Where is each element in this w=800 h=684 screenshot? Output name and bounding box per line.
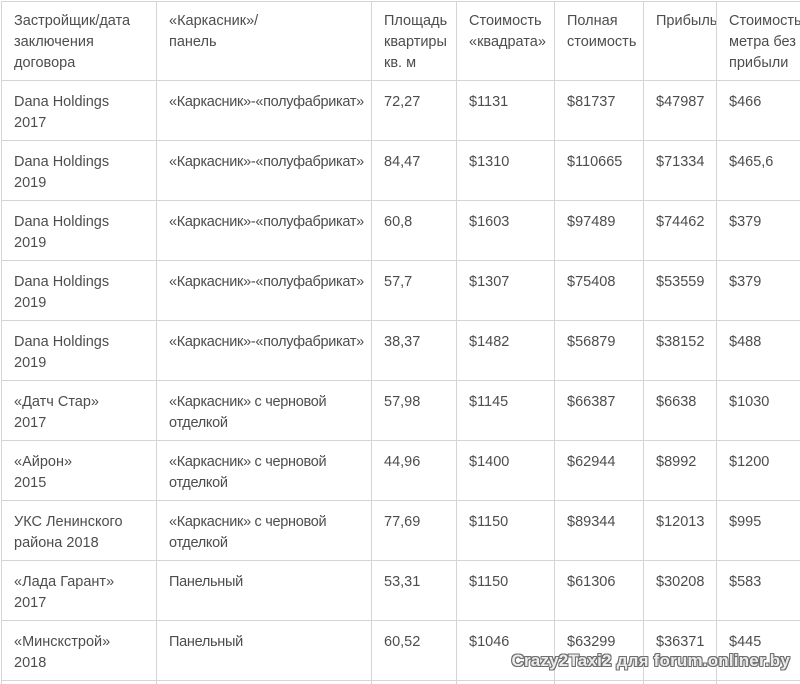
cell-area: 60,52 [371,620,457,681]
table-row: VivaInvest 2019 Панельный 44 $1109 $4880… [1,680,800,684]
table-row: Dana Holdings 2019 «Каркасник»-«полуфабр… [1,320,800,381]
cell-full-price: $61306 [554,560,644,621]
table-row: «Датч Стар» 2017 «Каркасник» с черновой … [1,380,800,441]
cell-profit: $71334 [643,140,717,201]
cell-area: 57,98 [371,380,457,441]
cell-profit: $6638 [643,380,717,441]
column-header-area: Площадь квартиры кв. м [371,1,457,81]
column-header-developer: Застройщик/дата заключения договора [1,1,157,81]
cell-price-no-profit: $583 [716,560,800,621]
cell-type: Панельный [156,680,372,684]
cell-developer: Dana Holdings 2019 [1,260,157,321]
cell-profit: $12013 [643,500,717,561]
cell-type: «Каркасник» с черновой отделкой [156,440,372,501]
cell-area: 53,31 [371,560,457,621]
cell-developer: Dana Holdings 2019 [1,320,157,381]
cell-area: 44,96 [371,440,457,501]
cell-developer: VivaInvest 2019 [1,680,157,684]
cell-profit: $36371 [643,620,717,681]
cell-price-per-m2: $1150 [456,500,555,561]
table-row: «Айрон» 2015 «Каркасник» с черновой отде… [1,440,800,501]
cell-price-per-m2: $1603 [456,200,555,261]
cell-type: «Каркасник»-«полуфабрикат» [156,80,372,141]
cell-type: «Каркасник» с черновой отделкой [156,500,372,561]
cell-price-per-m2: $1131 [456,80,555,141]
cell-profit: $47987 [643,80,717,141]
column-header-profit: Прибыль [643,1,717,81]
cell-price-per-m2: $1150 [456,560,555,621]
cell-price-per-m2: $1400 [456,440,555,501]
column-header-price-per-m2: Стоимость «квадрата» [456,1,555,81]
column-header-type: «Каркасник»/ панель [156,1,372,81]
cell-full-price: $75408 [554,260,644,321]
cell-price-per-m2: $1310 [456,140,555,201]
cell-price-no-profit: $563 [716,680,800,684]
cell-area: 60,8 [371,200,457,261]
table-row: «Лада Гарант» 2017 Панельный 53,31 $1150… [1,560,800,621]
cell-developer: Dana Holdings 2019 [1,200,157,261]
cell-type: Панельный [156,560,372,621]
cell-price-no-profit: $379 [716,260,800,321]
cell-area: 57,7 [371,260,457,321]
cell-price-per-m2: $1145 [456,380,555,441]
table-row: Dana Holdings 2017 «Каркасник»-«полуфабр… [1,80,800,141]
cell-price-no-profit: $445 [716,620,800,681]
cell-type: «Каркасник»-«полуфабрикат» [156,260,372,321]
cell-profit: $8992 [643,440,717,501]
cell-price-per-m2: $1307 [456,260,555,321]
cell-full-price: $97489 [554,200,644,261]
cell-profit: $30208 [643,560,717,621]
cell-price-no-profit: $465,6 [716,140,800,201]
cell-type: «Каркасник»-«полуфабрикат» [156,200,372,261]
cell-profit: $38152 [643,320,717,381]
cell-price-no-profit: $379 [716,200,800,261]
column-header-full-price: Полная стоимость [554,1,644,81]
watermark: Crazy2Taxi2 для forum.onliner.by [511,651,790,670]
cell-full-price: $110665 [554,140,644,201]
cell-type: «Каркасник»-«полуфабрикат» [156,320,372,381]
cell-area: 38,37 [371,320,457,381]
cell-price-per-m2: $1482 [456,320,555,381]
cell-type: Панельный [156,620,372,681]
cell-full-price: $89344 [554,500,644,561]
cell-type: «Каркасник»-«полуфабрикат» [156,140,372,201]
table-row: УКС Ленинского района 2018 «Каркасник» с… [1,500,800,561]
cell-profit: $53559 [643,260,717,321]
cell-developer: Dana Holdings 2017 [1,80,157,141]
cell-price-per-m2: $1109 [456,680,555,684]
cell-full-price: $66387 [554,380,644,441]
cell-price-no-profit: $488 [716,320,800,381]
cell-developer: Dana Holdings 2019 [1,140,157,201]
cell-price-per-m2: $1046 [456,620,555,681]
cell-price-no-profit: $1030 [716,380,800,441]
cell-price-no-profit: $1200 [716,440,800,501]
table-row: Dana Holdings 2019 «Каркасник»-«полуфабр… [1,140,800,201]
cell-profit: $74462 [643,200,717,261]
cell-area: 84,47 [371,140,457,201]
cell-price-no-profit: $995 [716,500,800,561]
cell-full-price: $62944 [554,440,644,501]
table-row: Dana Holdings 2019 «Каркасник»-«полуфабр… [1,200,800,261]
cell-developer: «Лада Гарант» 2017 [1,560,157,621]
cell-area: 44 [371,680,457,684]
table-row: Dana Holdings 2019 «Каркасник»-«полуфабр… [1,260,800,321]
cell-developer: «Датч Стар» 2017 [1,380,157,441]
cell-full-price: $48808 [554,680,644,684]
column-header-price-no-profit: Стоимость метра без прибыли [716,1,800,81]
cell-area: 72,27 [371,80,457,141]
cell-developer: УКС Ленинского района 2018 [1,500,157,561]
table-row: «Минскстрой» 2018 Панельный 60,52 $1046 … [1,620,800,681]
header-row: Застройщик/дата заключения договора «Кар… [1,1,800,81]
cell-profit: $24002 [643,680,717,684]
cell-full-price: $56879 [554,320,644,381]
cell-price-no-profit: $466 [716,80,800,141]
cell-type: «Каркасник» с черновой отделкой [156,380,372,441]
cell-full-price: $81737 [554,80,644,141]
cell-developer: «Айрон» 2015 [1,440,157,501]
cell-area: 77,69 [371,500,457,561]
cell-developer: «Минскстрой» 2018 [1,620,157,681]
